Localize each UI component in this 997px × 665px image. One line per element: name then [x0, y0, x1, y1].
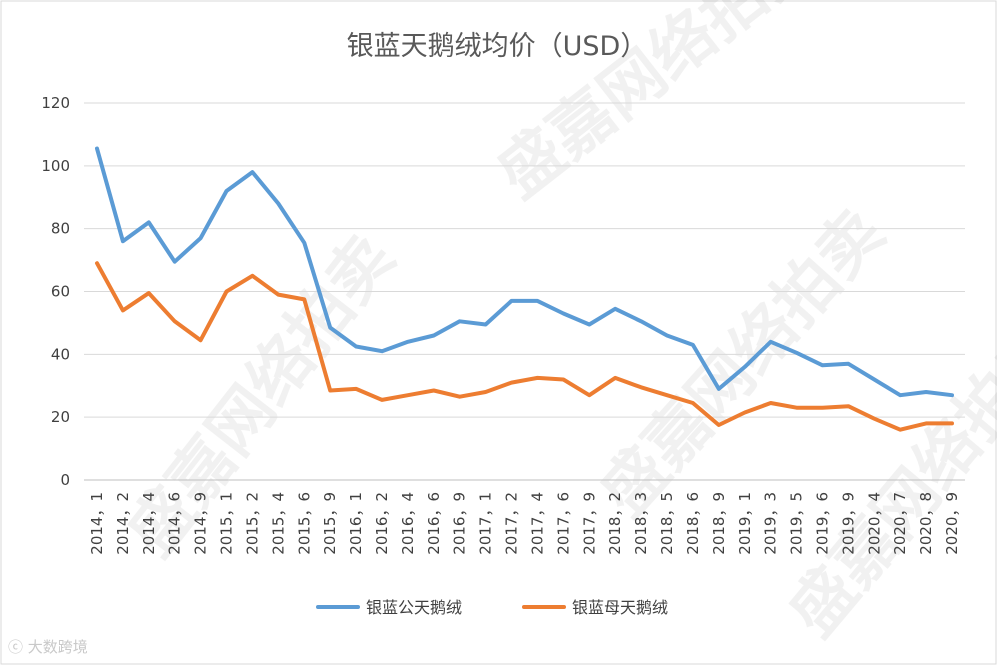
- x-tick-label: 2017，2: [503, 492, 521, 555]
- x-tick-label: 2018，9: [710, 492, 728, 555]
- x-tick-label: 2017，9: [580, 492, 598, 555]
- x-tick-label: 2018，6: [684, 492, 702, 555]
- x-tick-label: 2017，1: [477, 492, 495, 555]
- y-tick-label: 40: [51, 345, 70, 363]
- x-tick-label: 2019，6: [813, 492, 831, 555]
- x-tick-label: 2015，2: [243, 492, 261, 555]
- x-tick-label: 2018，2: [606, 492, 624, 555]
- y-tick-label: 0: [60, 471, 70, 489]
- x-tick-label: 2019，3: [762, 492, 780, 555]
- x-tick-label: 2017，6: [554, 492, 572, 555]
- corner-logo: ⓒ 大数跨境: [8, 636, 88, 657]
- x-tick-label: 2020，9: [943, 492, 961, 555]
- x-tick-label: 2020，8: [917, 492, 935, 555]
- grid-lines: [84, 102, 965, 481]
- x-tick-label: 2016，2: [373, 492, 391, 555]
- series-line-1: [95, 146, 954, 398]
- series-line-2: [95, 261, 954, 432]
- x-tick-label: 2019，9: [839, 492, 857, 555]
- x-tick-label: 2019，1: [736, 492, 754, 555]
- y-tick-label: 60: [51, 283, 70, 301]
- x-tick-label: 2017，4: [528, 492, 546, 555]
- x-tick-label: 2018，3: [632, 492, 650, 555]
- y-tick-label: 120: [41, 94, 70, 112]
- x-tick-label: 2018，5: [658, 492, 676, 555]
- x-tick-label: 2014，4: [140, 492, 158, 555]
- x-tick-label: 2014，2: [114, 492, 132, 555]
- x-tick-label: 2014，1: [88, 492, 106, 555]
- y-tick-label: 100: [41, 157, 70, 175]
- x-axis-ticks: 2014，1 2014，2 2014，4 2014，6 2014，9 2015，1 2015…: [88, 492, 961, 555]
- x-tick-label: 2015，4: [269, 492, 287, 555]
- x-tick-label: 2016，1: [347, 492, 365, 555]
- legend-label: 银蓝公天鹅绒: [366, 598, 462, 617]
- x-tick-label: 2015，6: [295, 492, 313, 555]
- x-tick-label: 2020，7: [891, 492, 909, 555]
- x-tick-label: 2020，4: [865, 492, 883, 555]
- y-tick-label: 80: [51, 220, 70, 238]
- legend: 银蓝公天鹅绒 银蓝母天鹅绒: [316, 598, 668, 617]
- x-tick-label: 2016，9: [451, 492, 469, 555]
- legend-label: 银蓝母天鹅绒: [572, 598, 668, 617]
- x-tick-label: 2015，9: [321, 492, 339, 555]
- corner-logo-text: 大数跨境: [27, 638, 88, 656]
- x-tick-label: 2019，5: [788, 492, 806, 555]
- y-axis-ticks: 0 20 40 60 80 100 120: [41, 94, 70, 489]
- y-tick-label: 20: [51, 408, 70, 426]
- chart-title: 银蓝天鹅绒均价（USD）: [347, 31, 648, 62]
- x-tick-label: 2014，9: [192, 492, 210, 555]
- series-lines: [95, 146, 954, 432]
- x-tick-label: 2014，6: [166, 492, 184, 555]
- corner-logo-icon: ⓒ: [8, 638, 24, 656]
- x-tick-label: 2016，6: [425, 492, 443, 555]
- x-tick-label: 2016，4: [399, 492, 417, 555]
- x-tick-label: 2015，1: [218, 492, 236, 555]
